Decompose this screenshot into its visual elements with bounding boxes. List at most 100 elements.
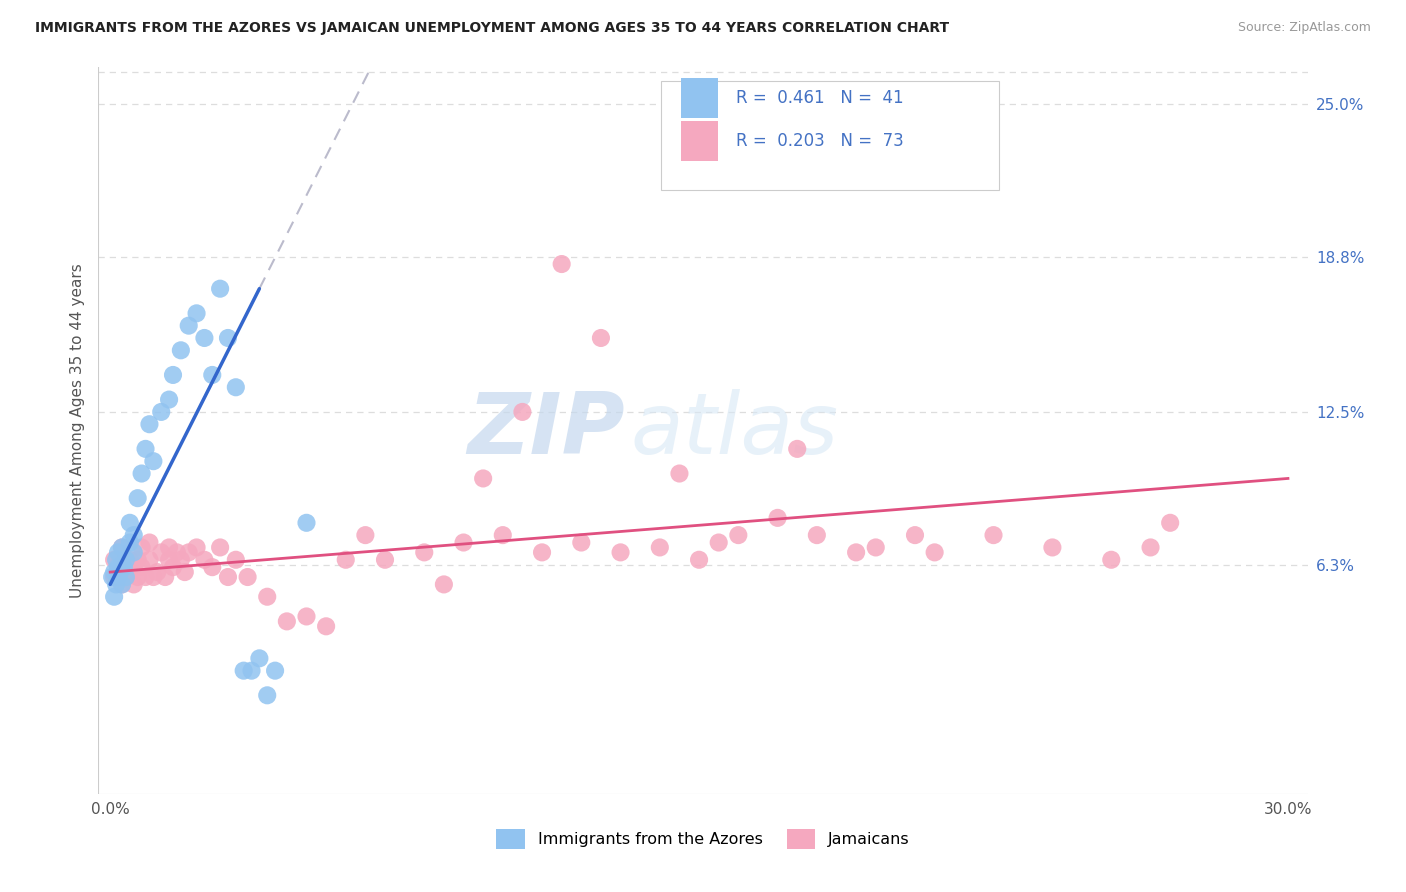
Point (209, 282, 232, 296)
Point (727, 528, 749, 542)
Point (118, 516, 141, 530)
Point (256, 688, 278, 702)
Legend: Immigrants from the Azores, Jamaicans: Immigrants from the Azores, Jamaicans (489, 822, 917, 855)
Point (1099, 553, 1122, 567)
Point (111, 541, 134, 555)
FancyBboxPatch shape (682, 121, 717, 161)
Point (1139, 541, 1161, 555)
Point (111, 577, 134, 591)
Point (472, 471, 495, 485)
Point (170, 553, 193, 567)
Point (103, 570, 125, 584)
Point (166, 545, 188, 559)
Point (256, 590, 278, 604)
Point (983, 528, 1005, 542)
Point (173, 565, 195, 579)
Point (127, 570, 149, 584)
Point (688, 553, 710, 567)
Point (315, 619, 337, 633)
Point (146, 565, 169, 579)
Point (118, 553, 141, 567)
Point (107, 570, 129, 584)
Point (177, 318, 200, 333)
Point (374, 553, 396, 567)
Point (131, 541, 153, 555)
Point (103, 565, 125, 579)
Point (806, 528, 828, 542)
Point (453, 535, 475, 549)
Point (413, 545, 436, 559)
Point (118, 565, 141, 579)
Point (122, 545, 145, 559)
Point (232, 664, 254, 678)
Point (107, 560, 129, 574)
Point (127, 553, 149, 567)
Point (101, 570, 124, 584)
Point (335, 553, 357, 567)
Point (115, 553, 138, 567)
Point (247, 651, 270, 665)
Point (264, 664, 287, 678)
Point (108, 565, 131, 579)
Point (135, 442, 157, 456)
Point (138, 553, 160, 567)
Point (157, 553, 180, 567)
Point (865, 541, 887, 555)
Point (217, 570, 239, 584)
Point (103, 590, 125, 604)
Text: atlas: atlas (630, 389, 838, 472)
Point (225, 380, 247, 394)
Point (512, 405, 534, 419)
Point (786, 442, 808, 456)
Point (845, 545, 868, 559)
Point (150, 405, 173, 419)
Point (107, 558, 129, 572)
Point (201, 368, 224, 382)
Point (201, 560, 224, 574)
Point (135, 570, 157, 584)
Point (115, 570, 138, 584)
Point (111, 565, 134, 579)
Point (276, 615, 298, 629)
Point (354, 528, 377, 542)
Point (924, 545, 946, 559)
Point (668, 467, 690, 481)
Point (766, 511, 789, 525)
Point (122, 528, 145, 542)
Point (107, 545, 129, 559)
Point (295, 609, 318, 624)
Point (1159, 516, 1181, 530)
Point (162, 560, 184, 574)
Point (138, 535, 160, 549)
Text: ZIP: ZIP (467, 389, 624, 472)
Text: Source: ZipAtlas.com: Source: ZipAtlas.com (1237, 21, 1371, 34)
Point (170, 343, 193, 358)
Point (193, 553, 215, 567)
Point (105, 577, 128, 591)
Point (209, 541, 232, 555)
Point (105, 553, 128, 567)
Point (103, 553, 125, 567)
Point (142, 570, 165, 584)
Point (569, 535, 592, 549)
Point (531, 545, 554, 559)
Point (122, 560, 145, 574)
Point (550, 257, 572, 271)
Point (904, 528, 927, 542)
Point (589, 331, 612, 345)
Text: R =  0.461   N =  41: R = 0.461 N = 41 (735, 89, 903, 107)
Point (112, 560, 135, 574)
Text: IMMIGRANTS FROM THE AZORES VS JAMAICAN UNEMPLOYMENT AMONG AGES 35 TO 44 YEARS CO: IMMIGRANTS FROM THE AZORES VS JAMAICAN U… (35, 21, 949, 35)
Point (115, 558, 138, 572)
Point (492, 528, 515, 542)
Text: R =  0.203   N =  73: R = 0.203 N = 73 (735, 132, 904, 151)
Point (648, 541, 671, 555)
Point (150, 545, 173, 559)
Point (707, 535, 730, 549)
Point (142, 454, 165, 468)
FancyBboxPatch shape (682, 78, 717, 118)
Point (177, 545, 200, 559)
Point (111, 577, 134, 591)
Point (127, 491, 149, 505)
Point (225, 553, 247, 567)
